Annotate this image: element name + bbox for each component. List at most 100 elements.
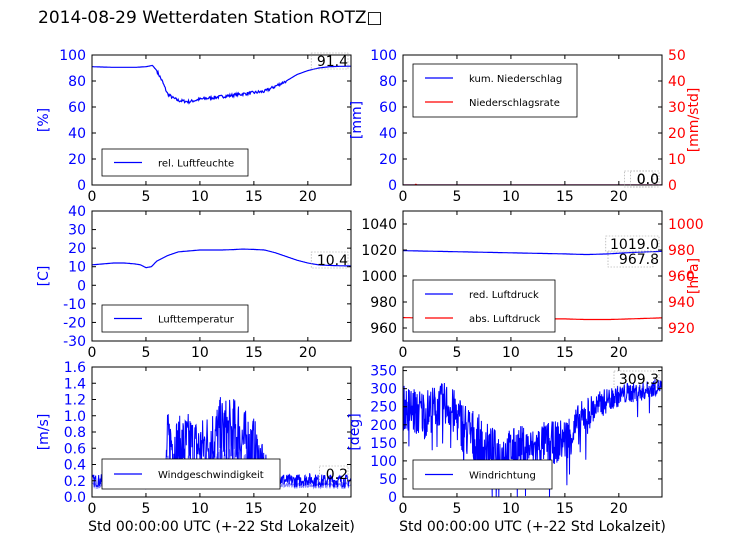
last-value-box	[630, 170, 660, 188]
series-line-0	[403, 250, 662, 256]
panel-windspeed: 0 5 10 15 200.00.20.40.60.81.01.21.41.6[m/s]…	[36, 360, 355, 535]
y-tick-label: 40	[68, 204, 86, 220]
y-tick-label: 60	[68, 100, 86, 116]
y-tick-label: 0	[77, 178, 86, 194]
legend-entry: abs. Luftdruck	[469, 314, 540, 325]
last-value-annotation: 1019.0	[610, 237, 659, 253]
x-axis-label: Std 00:00:00 UTC (+-22 Std Lokalzeit)	[399, 519, 666, 535]
plot-frame	[402, 366, 663, 498]
legend-entry: Windrichtung	[469, 471, 536, 482]
legend-entry: Windgeschwindigkeit	[158, 470, 264, 481]
x-tick-label: 10	[502, 189, 520, 205]
last-value-annotation: 0.2	[326, 467, 348, 483]
series-line-0	[92, 248, 351, 269]
last-value-annotation: 0.0	[637, 172, 659, 188]
last-value-annotation: 967.8	[619, 252, 659, 268]
y-right-tick-label: 50	[668, 48, 686, 64]
panel-precip: 0 5 10 15 20 0 20 40 60 80 100 0 10 20 30 40 50 [mm] [mm/s…	[349, 48, 702, 205]
x-tick-label: 15	[245, 345, 263, 361]
y-axis-label: [C]	[36, 266, 52, 287]
last-value-annotation: 10.4	[317, 253, 348, 269]
y-axis-label: [m/s]	[36, 414, 52, 451]
x-tick-label: 10	[191, 345, 209, 361]
y-tick-label: 100	[59, 48, 86, 64]
y-right-tick-label: 40	[668, 74, 686, 90]
x-tick-label: 10	[191, 501, 209, 517]
x-tick-label: 10	[502, 501, 520, 517]
y-right-tick-label: 0	[668, 178, 677, 194]
x-tick-label: 20	[610, 501, 628, 517]
legend-entry: Lufttemperatur	[158, 315, 235, 326]
last-value-box	[613, 370, 660, 388]
x-tick-label: 0	[399, 345, 408, 361]
y-tick-label: 0.6	[64, 441, 86, 457]
x-axis-label: Std 00:00:00 UTC (+-22 Std Lokalzeit)	[88, 519, 355, 535]
plot-frame	[91, 210, 352, 342]
y-tick-label: 40	[379, 126, 397, 142]
legend: Lufttemperatur	[101, 304, 249, 333]
y-tick-label: 100	[370, 454, 397, 470]
last-value-box	[607, 250, 654, 268]
legend-entry: rel. Luftfeuchte	[158, 159, 234, 170]
y-tick-label: 20	[68, 152, 86, 168]
panel-pressure: 0 5 10 15 20 960 980 1000 1020 1040 920 940 960 980 10…	[361, 210, 704, 361]
legend: kum. Niederschlag Niederschlagsrate	[412, 63, 578, 118]
legend: Windrichtung	[412, 459, 553, 490]
y-right-tick-label: 10	[668, 152, 686, 168]
y-tick-label: -10	[63, 297, 86, 313]
y-tick-label: 0.8	[64, 425, 86, 441]
y-tick-label: -30	[63, 334, 86, 350]
y-tick-label: 300	[370, 382, 397, 398]
legend-entry: Niederschlagsrate	[469, 98, 560, 109]
x-tick-label: 0	[88, 345, 97, 361]
legend-box	[412, 279, 556, 333]
y-tick-label: 100	[370, 48, 397, 64]
x-tick-label: 0	[399, 501, 408, 517]
x-tick-label: 15	[556, 189, 574, 205]
y-tick-label: 0.0	[64, 490, 86, 506]
plot-frame	[91, 54, 352, 186]
last-value-annotation: 91.4	[317, 54, 348, 70]
x-tick-label: 20	[610, 189, 628, 205]
y-tick-label: 250	[370, 400, 397, 416]
y-tick-label: 60	[379, 100, 397, 116]
y-tick-label: 1000	[361, 269, 397, 285]
y-tick-label: 0.4	[64, 458, 86, 474]
y-tick-label: 40	[68, 126, 86, 142]
legend: red. Luftdruck abs. Luftdruck	[412, 279, 556, 333]
x-tick-label: 5	[452, 501, 461, 517]
legend-entry: kum. Niederschlag	[469, 74, 562, 85]
legend: rel. Luftfeuchte	[101, 148, 249, 177]
y-tick-label: 20	[379, 152, 397, 168]
y-tick-label: 80	[379, 74, 397, 90]
legend-entry: red. Luftdruck	[469, 290, 539, 301]
last-value-box	[310, 52, 349, 70]
y-tick-label: 150	[370, 436, 397, 452]
y-tick-label: 1020	[361, 243, 397, 259]
y-tick-label: 350	[370, 364, 397, 380]
x-tick-label: 10	[502, 345, 520, 361]
x-tick-label: 15	[245, 501, 263, 517]
y-axis-label: [mm]	[349, 101, 365, 139]
y-tick-label: 50	[379, 472, 397, 488]
legend: Windgeschwindigkeit	[101, 458, 281, 490]
x-tick-label: 0	[399, 189, 408, 205]
legend-box	[412, 63, 578, 118]
figure-title: 2014-08-29 Wetterdaten Station ROTZ□	[38, 8, 383, 28]
series-line-0	[403, 379, 662, 497]
y-tick-label: 1040	[361, 217, 397, 233]
y-tick-label: 0	[388, 178, 397, 194]
x-tick-label: 5	[452, 345, 461, 361]
y-right-tick-label: 20	[668, 126, 686, 142]
x-tick-label: 15	[556, 345, 574, 361]
last-value-annotation: 0.0	[637, 172, 659, 188]
y-right-tick-label: 980	[668, 243, 695, 259]
x-tick-label: 20	[610, 345, 628, 361]
series-line-0	[92, 64, 351, 105]
y-tick-label: 1.4	[64, 376, 86, 392]
y-axis-label: [deg]	[347, 413, 363, 450]
x-tick-label: 5	[141, 345, 150, 361]
y-tick-label: 30	[68, 223, 86, 239]
